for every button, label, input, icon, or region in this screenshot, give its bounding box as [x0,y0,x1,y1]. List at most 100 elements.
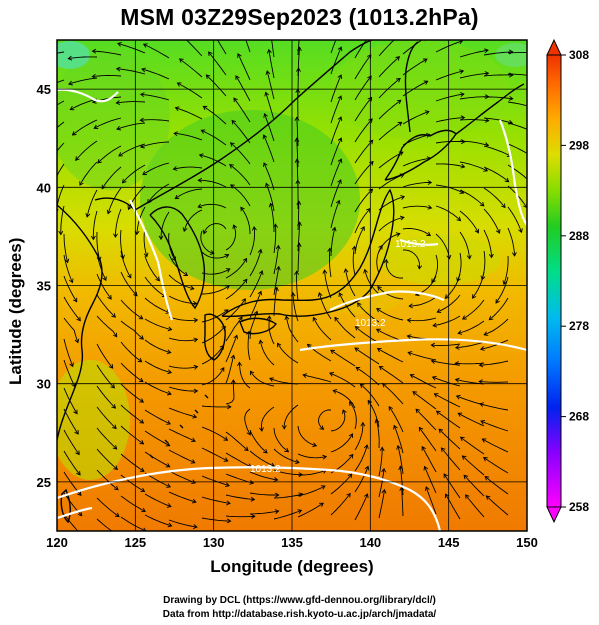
streamline-arrow [71,131,77,136]
streamline [431,360,461,366]
streamline [144,381,172,395]
streamline [147,183,170,204]
streamline-arrow [97,158,102,164]
streamline [173,166,203,170]
streamline [457,412,485,427]
streamline [421,446,437,473]
streamline-arrow [141,507,146,513]
streamline [479,380,509,383]
streamline-arrow [68,80,73,86]
streamline [459,96,489,100]
streamline-arrow [197,177,203,183]
streamline-arrow [459,436,465,442]
streamline-arrow [478,379,484,385]
streamline-arrow [127,205,132,211]
streamline [249,270,263,298]
streamline [68,77,98,85]
streamline [92,75,122,78]
streamline-arrow [430,342,436,348]
streamline [249,471,278,481]
streamline-arrow [275,244,281,250]
streamline [225,316,243,342]
streamline-arrow [226,518,232,524]
streamline-arrow [189,285,195,291]
streamline-arrow [113,465,118,470]
streamline [225,452,252,468]
streamline [96,294,116,318]
streamline-arrow [502,280,508,286]
streamline [402,205,432,209]
streamline-arrow [457,412,463,417]
streamline-arrow [75,156,80,161]
streamline-arrow [431,375,437,381]
streamline-arrow [399,173,405,178]
streamline [140,93,170,101]
streamline [399,466,404,496]
streamline-arrow [331,226,337,232]
streamline [201,326,226,344]
streamline [57,163,65,177]
streamline-arrow [158,235,164,241]
streamline-arrow [241,298,246,303]
streamline [143,43,170,59]
streamline-arrow [193,364,199,370]
streamline-arrow [378,366,384,371]
streamline-arrow [143,252,149,258]
streamline-arrow [141,67,147,73]
streamline [459,231,471,259]
streamline-arrow [445,493,450,499]
streamline [201,345,225,365]
streamline [101,166,122,189]
streamline [483,145,512,157]
streamline-arrow [337,179,342,184]
streamline-arrow [138,377,144,383]
streamline-arrow [399,215,405,221]
streamline-arrow [297,221,302,227]
streamline-arrow [454,377,460,383]
streamline [407,317,437,322]
streamline-arrow [479,402,484,407]
streamline-arrow [143,527,147,531]
streamline [201,475,230,487]
streamline-arrow [257,290,263,296]
streamline [355,367,380,386]
streamline [93,117,122,129]
streamline-arrow [249,370,255,376]
streamline-arrow [412,391,418,396]
streamline-arrow [298,26,302,30]
streamline-arrow [427,204,433,210]
streamline-arrow [376,347,382,353]
streamline [68,56,98,60]
streamline-arrow [463,474,469,480]
streamline-arrow [296,67,301,72]
streamline-arrow [178,58,184,63]
streamline [201,426,228,441]
streamline-arrow [244,446,249,452]
y-tick-label: 35 [37,279,51,294]
streamline-arrow [121,178,127,184]
streamline-arrow [409,374,415,379]
streamline-arrow [460,139,466,145]
y-tick-label: 45 [37,82,51,97]
streamline [354,188,373,213]
streamline [484,318,509,336]
streamline-arrow [277,342,282,348]
streamline-arrow [193,337,199,343]
streamline [168,386,198,392]
streamline-arrow [465,494,470,499]
streamline [480,420,509,432]
streamline-arrow [431,278,436,284]
streamline [70,98,98,110]
streamline [96,231,101,261]
streamline-arrow [533,51,537,55]
streamline-arrow [240,25,244,29]
streamline-arrow [225,268,231,273]
streamline [385,259,404,279]
streamline [225,355,235,384]
y-axis-ticks: 25 30 35 40 45 [37,82,51,490]
streamline [249,249,262,277]
streamline [144,318,172,331]
streamline-arrow [481,438,487,443]
contour-label: 1013.2 [395,239,426,250]
streamline-arrow [367,75,372,81]
